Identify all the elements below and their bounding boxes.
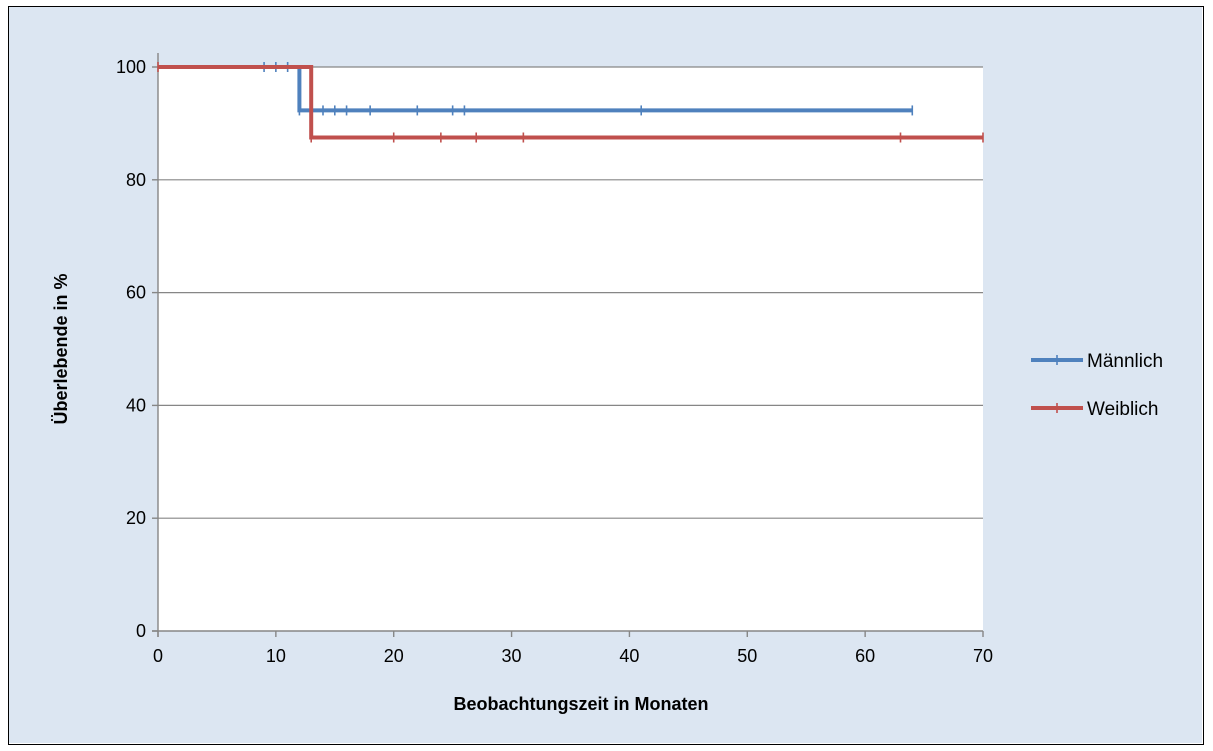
x-tick-label: 60 bbox=[855, 646, 875, 666]
x-tick-label: 70 bbox=[973, 646, 993, 666]
x-axis-title: Beobachtungszeit in Monaten bbox=[453, 694, 708, 714]
y-tick-label: 40 bbox=[126, 395, 146, 415]
plot-area bbox=[158, 67, 983, 631]
y-tick-label: 60 bbox=[126, 283, 146, 303]
legend-label: Weiblich bbox=[1087, 399, 1158, 420]
y-tick-label: 100 bbox=[116, 57, 146, 77]
x-tick-label: 10 bbox=[266, 646, 286, 666]
x-tick-label: 30 bbox=[502, 646, 522, 666]
x-tick-label: 40 bbox=[619, 646, 639, 666]
y-axis-title: Überlebende in % bbox=[51, 273, 71, 424]
y-tick-label: 0 bbox=[136, 621, 146, 641]
x-tick-label: 20 bbox=[384, 646, 404, 666]
legend-label: Männlich bbox=[1087, 351, 1163, 372]
y-tick-label: 20 bbox=[126, 508, 146, 528]
chart-frame: 0 20 40 60 80 100 0 10 20 30 40 50 60 70 Beobachtungs… bbox=[8, 6, 1204, 745]
y-tick-label: 80 bbox=[126, 170, 146, 190]
x-tick-label: 0 bbox=[153, 646, 163, 666]
survival-chart: 0 20 40 60 80 100 0 10 20 30 40 50 60 70 Beobachtungs… bbox=[9, 7, 1202, 743]
x-tick-label: 50 bbox=[737, 646, 757, 666]
